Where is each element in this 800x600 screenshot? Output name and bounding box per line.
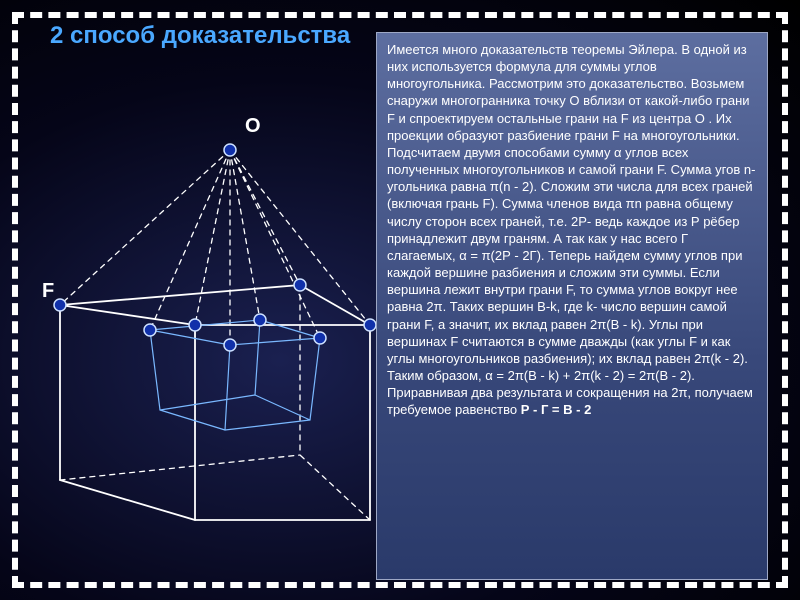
label-face-F: F xyxy=(42,280,54,303)
diagram-svg xyxy=(30,120,390,560)
label-apex-O: O xyxy=(245,115,261,138)
slide-title: 2 способ доказательства xyxy=(50,22,350,50)
proof-textbox: Имеется много доказательств теоремы Эйле… xyxy=(376,32,768,580)
polyhedron-diagram xyxy=(30,120,390,560)
slide: 2 способ доказательства O F Имеется мног… xyxy=(0,0,800,600)
proof-body: Имеется много доказательств теоремы Эйле… xyxy=(387,42,755,417)
proof-formula: Р - Г = В - 2 xyxy=(521,402,592,417)
